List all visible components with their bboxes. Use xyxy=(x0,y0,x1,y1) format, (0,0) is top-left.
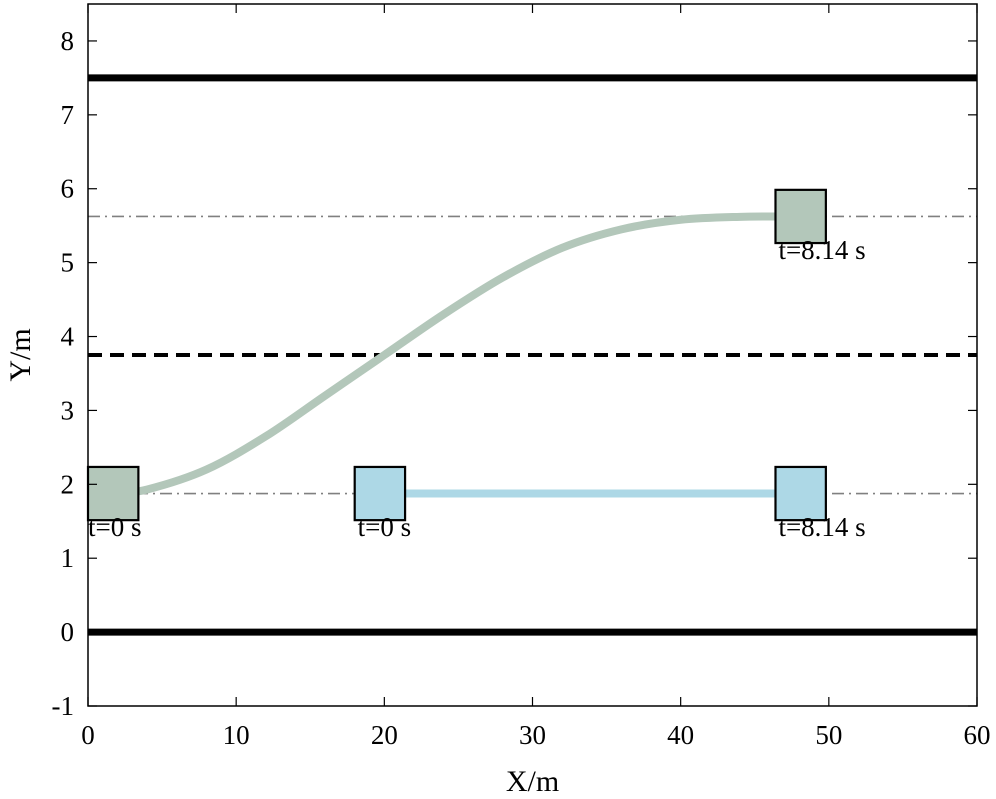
x-tick-label: 50 xyxy=(815,720,842,750)
trajectory-line-0 xyxy=(112,212,800,498)
x-tick-label: 10 xyxy=(223,720,250,750)
y-tick-label: 4 xyxy=(61,322,75,352)
x-tick-label: 40 xyxy=(667,720,694,750)
x-tick-label: 30 xyxy=(519,720,546,750)
vehicle-time-label-3: t=8.14 s xyxy=(778,512,865,542)
x-tick-label: 60 xyxy=(964,720,991,750)
y-tick-label: 0 xyxy=(61,617,75,647)
vehicle-marker-2 xyxy=(353,465,407,522)
y-tick-label: 8 xyxy=(61,26,75,56)
y-tick-label: -1 xyxy=(52,691,75,721)
vehicles-layer: t=0 s t=8.14 s t=0 s t=8.14 s xyxy=(86,188,866,542)
road-lines-layer xyxy=(88,74,977,636)
trajectory-layer xyxy=(112,212,801,498)
y-axis-label: Y/m xyxy=(4,328,37,381)
x-axis-label: X/m xyxy=(506,765,559,798)
x-tick-label: 20 xyxy=(371,720,398,750)
vehicle-time-label-1: t=8.14 s xyxy=(778,235,865,265)
vehicle-marker-1 xyxy=(774,188,827,245)
y-tick-label: 3 xyxy=(61,395,75,425)
x-tick-label: 0 xyxy=(81,720,95,750)
y-tick-label: 1 xyxy=(61,543,75,573)
y-tick-label: 6 xyxy=(61,174,75,204)
vehicle-marker-0 xyxy=(86,465,140,522)
y-tick-label: 5 xyxy=(61,248,75,278)
y-tick-label: 2 xyxy=(61,469,75,499)
vehicle-time-label-0: t=0 s xyxy=(88,512,142,542)
vehicle-time-label-2: t=0 s xyxy=(358,512,412,542)
vehicle-marker-3 xyxy=(774,465,827,522)
y-tick-label: 7 xyxy=(61,100,75,130)
